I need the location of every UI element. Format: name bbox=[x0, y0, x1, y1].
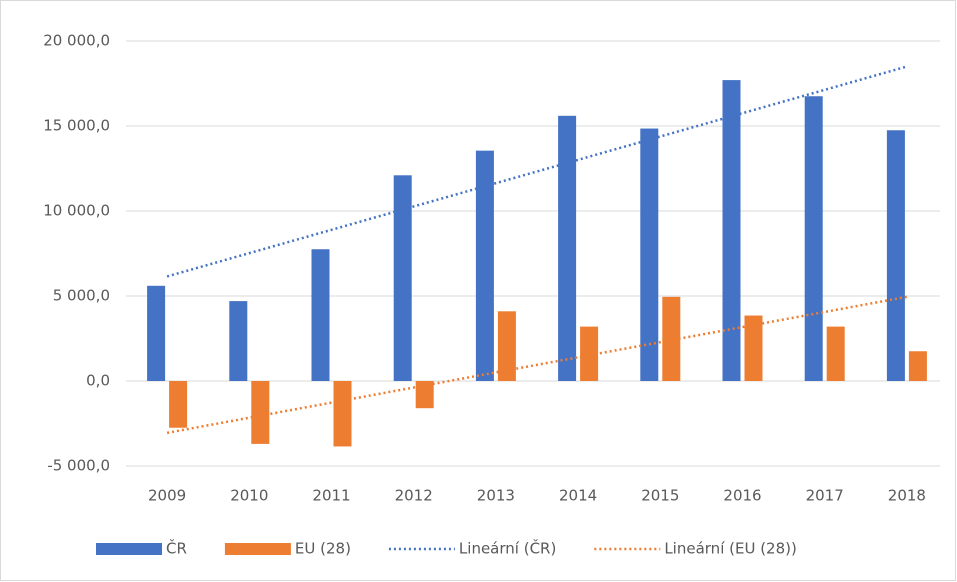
bar bbox=[640, 128, 659, 381]
x-tick-label: 2011 bbox=[312, 487, 350, 505]
y-tick-label: 15 000,0 bbox=[43, 117, 110, 135]
bar bbox=[804, 96, 823, 381]
legend-label: Lineární (EU (28)) bbox=[664, 540, 797, 558]
x-tick-label: 2018 bbox=[888, 487, 926, 505]
y-tick-label: -5 000,0 bbox=[47, 457, 110, 475]
x-tick-label: 2017 bbox=[806, 487, 844, 505]
bar bbox=[886, 130, 905, 381]
legend-label: Lineární (ČR) bbox=[459, 539, 556, 558]
trend-line bbox=[166, 295, 908, 435]
bar bbox=[908, 351, 927, 381]
bar bbox=[744, 315, 763, 381]
bar bbox=[497, 311, 516, 381]
y-tick-label: 10 000,0 bbox=[43, 202, 110, 220]
y-tick-label: 20 000,0 bbox=[43, 32, 110, 50]
bar bbox=[251, 381, 270, 444]
bar bbox=[147, 285, 166, 381]
trend-line bbox=[166, 65, 908, 278]
bar bbox=[415, 381, 434, 409]
x-tick-label: 2014 bbox=[559, 487, 597, 505]
bar bbox=[558, 115, 577, 382]
bar bbox=[311, 249, 330, 381]
legend-swatch bbox=[224, 543, 291, 555]
legend-label: EU (28) bbox=[295, 540, 351, 558]
bar bbox=[333, 381, 352, 447]
x-tick-label: 2009 bbox=[148, 487, 186, 505]
bar bbox=[229, 301, 248, 381]
x-tick-label: 2010 bbox=[230, 487, 268, 505]
y-tick-label: 0,0 bbox=[86, 372, 110, 390]
bar bbox=[393, 175, 412, 381]
x-tick-label: 2013 bbox=[477, 487, 515, 505]
bar bbox=[580, 326, 599, 381]
legend-label: ČR bbox=[166, 539, 187, 558]
x-tick-label: 2015 bbox=[641, 487, 679, 505]
legend-swatch bbox=[96, 543, 162, 555]
bar bbox=[722, 80, 741, 381]
x-tick-label: 2016 bbox=[723, 487, 761, 505]
y-tick-label: 5 000,0 bbox=[53, 287, 110, 305]
x-tick-label: 2012 bbox=[395, 487, 433, 505]
bar bbox=[169, 381, 188, 428]
bar bbox=[826, 326, 845, 381]
bar bbox=[475, 150, 494, 381]
bar bbox=[662, 296, 681, 381]
